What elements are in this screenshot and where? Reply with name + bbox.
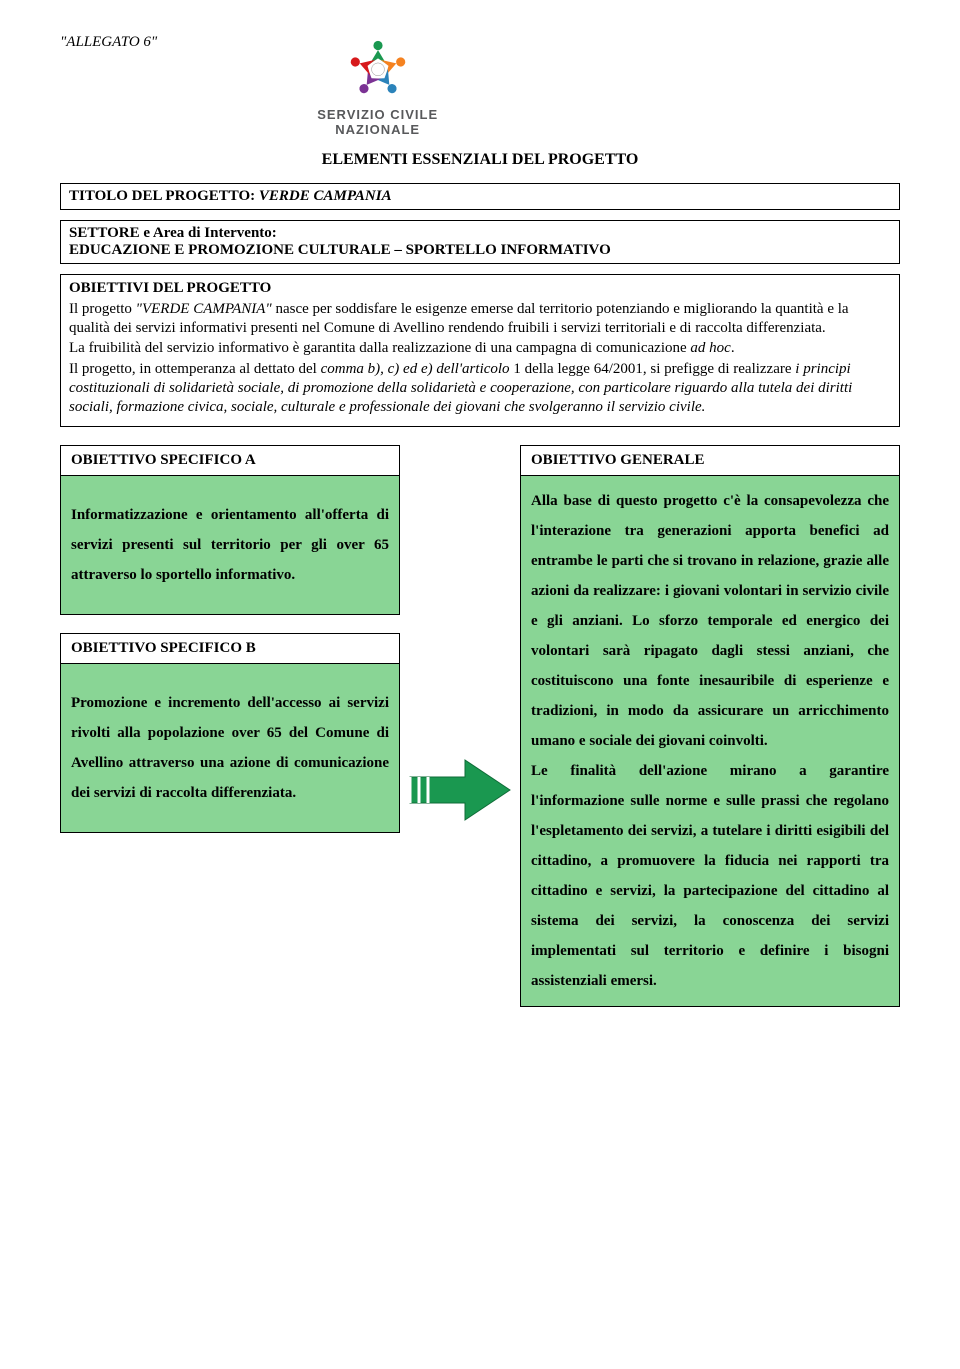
spacer: [60, 615, 400, 633]
column-left: OBIETTIVO SPECIFICO A Informatizzazione …: [60, 445, 400, 833]
servizio-civile-logo-icon: [323, 30, 433, 105]
titolo-label: TITOLO DEL PROGETTO:: [69, 188, 259, 204]
obiettivi-p2: La fruibilità del servizio informativo è…: [69, 339, 891, 358]
settore-label: SETTORE e Area di Intervento:: [69, 225, 891, 242]
header-row: "ALLEGATO 6" SERVIZIO CIVILE NAZIONALE: [60, 30, 900, 137]
page-title: ELEMENTI ESSENZIALI DEL PROGETTO: [60, 151, 900, 169]
obiettivi-heading: OBIETTIVI DEL PROGETTO: [69, 279, 891, 298]
p1a: Il progetto: [69, 301, 136, 317]
obj-generale-body: Alla base di questo progetto c'è la cons…: [520, 476, 900, 1007]
obj-a-header: OBIETTIVO SPECIFICO A: [60, 445, 400, 476]
obiettivi-p3: Il progetto, in ottemperanza al dettato …: [69, 360, 891, 416]
p3a: Il progetto, in ottemperanza al dettato …: [69, 361, 321, 377]
logo-text-line1: SERVIZIO CIVILE: [317, 107, 438, 122]
settore-value: EDUCAZIONE E PROMOZIONE CULTURALE – SPOR…: [69, 242, 891, 259]
p1b: "VERDE CAMPANIA": [136, 301, 272, 317]
box-settore: SETTORE e Area di Intervento: EDUCAZIONE…: [60, 220, 900, 264]
p3b: comma b), c) ed e) dell'articolo: [321, 361, 510, 377]
p2a: La fruibilità del servizio informativo è…: [69, 340, 690, 356]
logo-block: SERVIZIO CIVILE NAZIONALE: [317, 30, 438, 137]
obj-b-body: Promozione e incremento dell'accesso ai …: [60, 664, 400, 833]
obj-b-header: OBIETTIVO SPECIFICO B: [60, 633, 400, 664]
p3c: 1 della legge 64/2001, si prefigge di re…: [510, 361, 796, 377]
box-obiettivi: OBIETTIVI DEL PROGETTO Il progetto "VERD…: [60, 274, 900, 427]
arrow-right-icon: [405, 755, 515, 825]
column-arrow: [400, 445, 520, 825]
box-titolo-progetto: TITOLO DEL PROGETTO: VERDE CAMPANIA: [60, 183, 900, 210]
p2b: ad hoc: [690, 340, 730, 356]
obiettivi-p1: Il progetto "VERDE CAMPANIA" nasce per s…: [69, 300, 891, 338]
obj-generale-header: OBIETTIVO GENERALE: [520, 445, 900, 476]
logo-text-line2: NAZIONALE: [335, 122, 420, 137]
obj-a-body: Informatizzazione e orientamento all'off…: [60, 476, 400, 615]
columns: OBIETTIVO SPECIFICO A Informatizzazione …: [60, 445, 900, 1007]
column-right: OBIETTIVO GENERALE Alla base di questo p…: [520, 445, 900, 1007]
allegato-label: "ALLEGATO 6": [60, 30, 157, 51]
p2c: .: [731, 340, 735, 356]
titolo-value: VERDE CAMPANIA: [259, 188, 392, 204]
